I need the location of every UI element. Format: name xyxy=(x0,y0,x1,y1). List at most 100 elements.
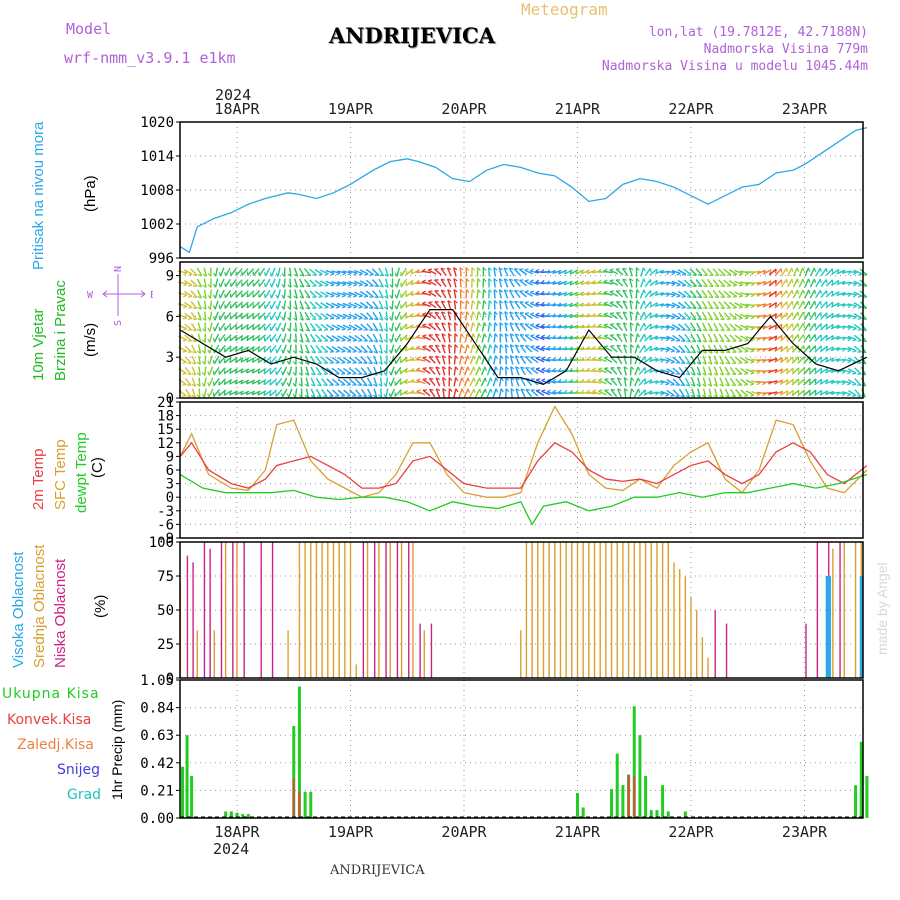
panel-frame xyxy=(179,401,864,539)
precip-bar xyxy=(229,811,233,818)
date-label-top: 19APR xyxy=(328,100,374,118)
ytick-label: 18 xyxy=(157,409,174,425)
precip-bar xyxy=(581,807,585,818)
ytick-label: 6 xyxy=(166,309,174,325)
precip-bar xyxy=(576,793,579,818)
precip-bar xyxy=(181,766,185,818)
ytick-label: 9 xyxy=(166,449,174,465)
ytick-label: 0.84 xyxy=(140,701,174,717)
date-label-bottom: 20APR xyxy=(441,823,487,841)
precip-conv-label: Konvek.Kisa xyxy=(7,712,92,728)
precip-bar xyxy=(246,814,250,818)
precip-bar xyxy=(661,785,665,818)
date-label-bottom: 18APR xyxy=(214,823,260,841)
precip-bar xyxy=(621,785,625,818)
precip-grad-label: Grad xyxy=(67,787,102,803)
temp-2m-line xyxy=(179,441,868,489)
precip-bar xyxy=(309,791,313,818)
date-label-bottom: 23APR xyxy=(782,823,828,841)
panel-frame xyxy=(179,541,864,679)
model-elevation-text: Nadmorska Visina u modelu 1045.44m xyxy=(601,59,868,74)
precip-bar xyxy=(666,811,670,818)
precip-bar xyxy=(235,812,239,818)
ytick-label: 1008 xyxy=(140,183,174,199)
date-label-bottom: 21APR xyxy=(555,823,601,841)
precip-bar xyxy=(292,726,296,818)
panel-frame xyxy=(179,261,864,399)
precip-bar xyxy=(633,775,636,818)
compass-east: E xyxy=(150,290,153,301)
ytick-label: 1.05 xyxy=(140,673,174,689)
ytick-label: 3 xyxy=(166,350,174,366)
precip-bar xyxy=(854,785,858,818)
wind-speed-line xyxy=(179,309,868,386)
precip-bar xyxy=(224,811,228,818)
ytick-label: 0 xyxy=(166,490,174,506)
ytick-label: 6 xyxy=(166,463,174,479)
precip-bar xyxy=(638,735,642,818)
precip-bar xyxy=(655,810,659,818)
date-label-top: 18APR xyxy=(214,100,260,118)
product-title: Meteogram xyxy=(521,0,608,19)
precip-bar xyxy=(865,775,869,818)
precip-bar xyxy=(610,789,614,818)
compass-south: S xyxy=(113,320,124,326)
panel-frame xyxy=(179,679,864,819)
ytick-label: 996 xyxy=(149,251,174,267)
date-label-top: 22APR xyxy=(668,100,714,118)
station-title: ANDRIJEVICA xyxy=(329,23,496,48)
precip-snow-label: Snijeg xyxy=(57,762,101,778)
precip-bar xyxy=(683,811,687,818)
precip-bar xyxy=(627,774,630,818)
lonlat-text: lon,lat (19.7812E, 42.7188N) xyxy=(648,25,868,40)
precip-bar xyxy=(298,791,301,818)
precip-bar xyxy=(241,814,245,818)
ytick-label: 0.42 xyxy=(140,756,174,772)
precip-bar xyxy=(297,686,301,818)
ytick-label: 0 xyxy=(166,391,174,407)
dewpoint-line xyxy=(179,473,868,526)
precip-bar xyxy=(303,791,307,818)
date-label-bottom: 19APR xyxy=(328,823,374,841)
model-label: Model xyxy=(66,20,112,38)
precip-bar xyxy=(185,735,189,818)
precip-bar xyxy=(649,810,653,818)
date-label-top: 21APR xyxy=(555,100,601,118)
precip-bar xyxy=(292,778,295,818)
elevation-text: Nadmorska Visina 779m xyxy=(703,42,868,57)
ytick-label: 21 xyxy=(157,395,174,411)
precip-bar xyxy=(644,775,648,818)
ytick-label: -9 xyxy=(157,531,174,547)
compass-north: N xyxy=(113,266,124,272)
ytick-label: 100 xyxy=(149,535,174,551)
date-label-top: 20APR xyxy=(441,100,487,118)
ytick-label: -3 xyxy=(157,504,174,520)
precip-bar xyxy=(615,753,619,818)
ytick-label: 3 xyxy=(166,477,174,493)
compass-rose-icon: N W E S xyxy=(87,266,153,326)
panel-background xyxy=(180,122,863,258)
ytick-label: 0.63 xyxy=(140,728,174,744)
ytick-label: 1020 xyxy=(140,115,174,131)
panel-background xyxy=(180,680,863,818)
date-label-top: 23APR xyxy=(782,100,828,118)
ytick-label: 50 xyxy=(157,603,174,619)
compass-west: W xyxy=(87,290,94,301)
ytick-label: 9 xyxy=(166,269,174,285)
panel-frame xyxy=(179,121,864,259)
wind-barbs xyxy=(177,267,868,398)
footer-station: ANDRIJEVICA xyxy=(330,863,425,878)
ytick-label: 0.21 xyxy=(140,783,174,799)
ytick-label: 0.00 xyxy=(140,811,174,827)
ytick-label: 12 xyxy=(157,436,174,452)
ytick-label: 75 xyxy=(157,569,174,585)
pressure-line xyxy=(179,127,868,254)
ytick-label: 15 xyxy=(157,422,174,438)
date-label-bottom: 22APR xyxy=(668,823,714,841)
ytick-label: 1002 xyxy=(140,217,174,233)
precip-frz-label: Zaledj.Kisa xyxy=(17,737,94,753)
ytick-label: 25 xyxy=(157,637,174,653)
year-bottom: 2024 xyxy=(213,840,250,858)
temp-sfc-line xyxy=(179,405,868,498)
